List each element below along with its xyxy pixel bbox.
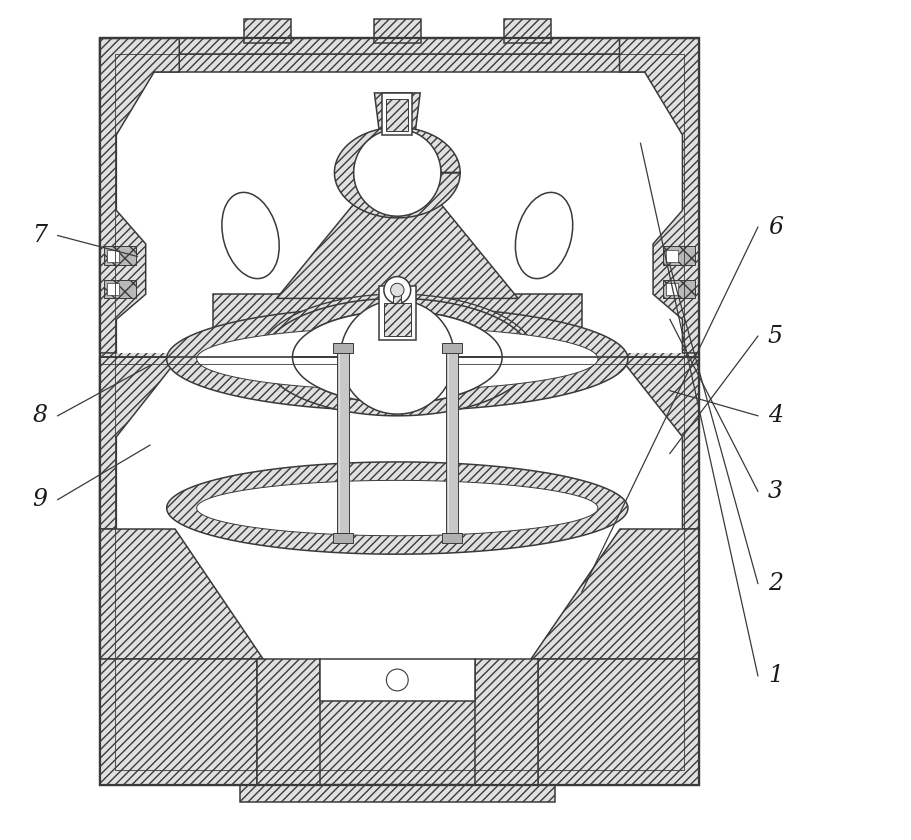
Bar (104, 280, 136, 298)
Polygon shape (212, 294, 581, 357)
Text: 9: 9 (33, 488, 47, 512)
Polygon shape (475, 659, 537, 785)
Circle shape (353, 129, 440, 216)
Polygon shape (531, 529, 699, 659)
Polygon shape (175, 529, 619, 659)
Polygon shape (167, 307, 628, 411)
Bar (393, 286, 401, 302)
Polygon shape (240, 785, 554, 801)
Polygon shape (259, 294, 535, 357)
Ellipse shape (221, 192, 279, 279)
Polygon shape (334, 128, 460, 218)
Polygon shape (99, 357, 179, 529)
Bar (382, 93, 412, 135)
Polygon shape (263, 357, 531, 416)
Bar (445, 349, 457, 533)
Polygon shape (276, 204, 517, 298)
Circle shape (386, 669, 408, 690)
Polygon shape (257, 659, 320, 785)
Text: 2: 2 (767, 572, 783, 595)
Bar (662, 280, 694, 298)
Polygon shape (167, 462, 628, 554)
Polygon shape (117, 72, 681, 353)
Bar (107, 283, 118, 295)
Bar (384, 302, 410, 336)
Bar (374, 19, 420, 43)
Polygon shape (619, 39, 699, 353)
Polygon shape (197, 480, 598, 536)
Polygon shape (263, 298, 531, 357)
Bar (378, 286, 415, 340)
Text: 8: 8 (33, 404, 47, 428)
Circle shape (384, 276, 410, 303)
Polygon shape (197, 328, 598, 390)
Bar (441, 343, 461, 353)
Bar (386, 99, 408, 131)
Bar (117, 54, 681, 72)
Circle shape (390, 283, 404, 297)
Bar (333, 343, 353, 353)
Bar (666, 283, 678, 295)
Text: 6: 6 (767, 216, 783, 239)
Text: 1: 1 (767, 664, 783, 687)
Bar (99, 39, 699, 785)
Bar (243, 19, 291, 43)
Bar (441, 533, 461, 543)
Polygon shape (320, 659, 475, 701)
Polygon shape (292, 311, 502, 357)
Text: 7: 7 (33, 224, 47, 247)
Bar (107, 249, 118, 261)
Bar (115, 54, 683, 769)
Polygon shape (99, 659, 257, 785)
Bar (336, 349, 348, 533)
Circle shape (340, 300, 454, 414)
Polygon shape (537, 659, 699, 785)
Bar (104, 246, 136, 265)
Polygon shape (292, 357, 502, 403)
Polygon shape (259, 294, 535, 357)
Text: 5: 5 (767, 324, 783, 348)
Polygon shape (619, 357, 699, 529)
Polygon shape (99, 39, 179, 353)
Polygon shape (99, 529, 263, 659)
Text: 4: 4 (767, 404, 783, 428)
Ellipse shape (515, 192, 572, 279)
Polygon shape (117, 357, 681, 529)
Bar (99, 39, 699, 785)
Bar (662, 246, 694, 265)
Polygon shape (374, 93, 420, 135)
Bar (333, 533, 353, 543)
Bar (666, 249, 678, 261)
Text: 3: 3 (767, 480, 783, 503)
Bar (503, 19, 550, 43)
